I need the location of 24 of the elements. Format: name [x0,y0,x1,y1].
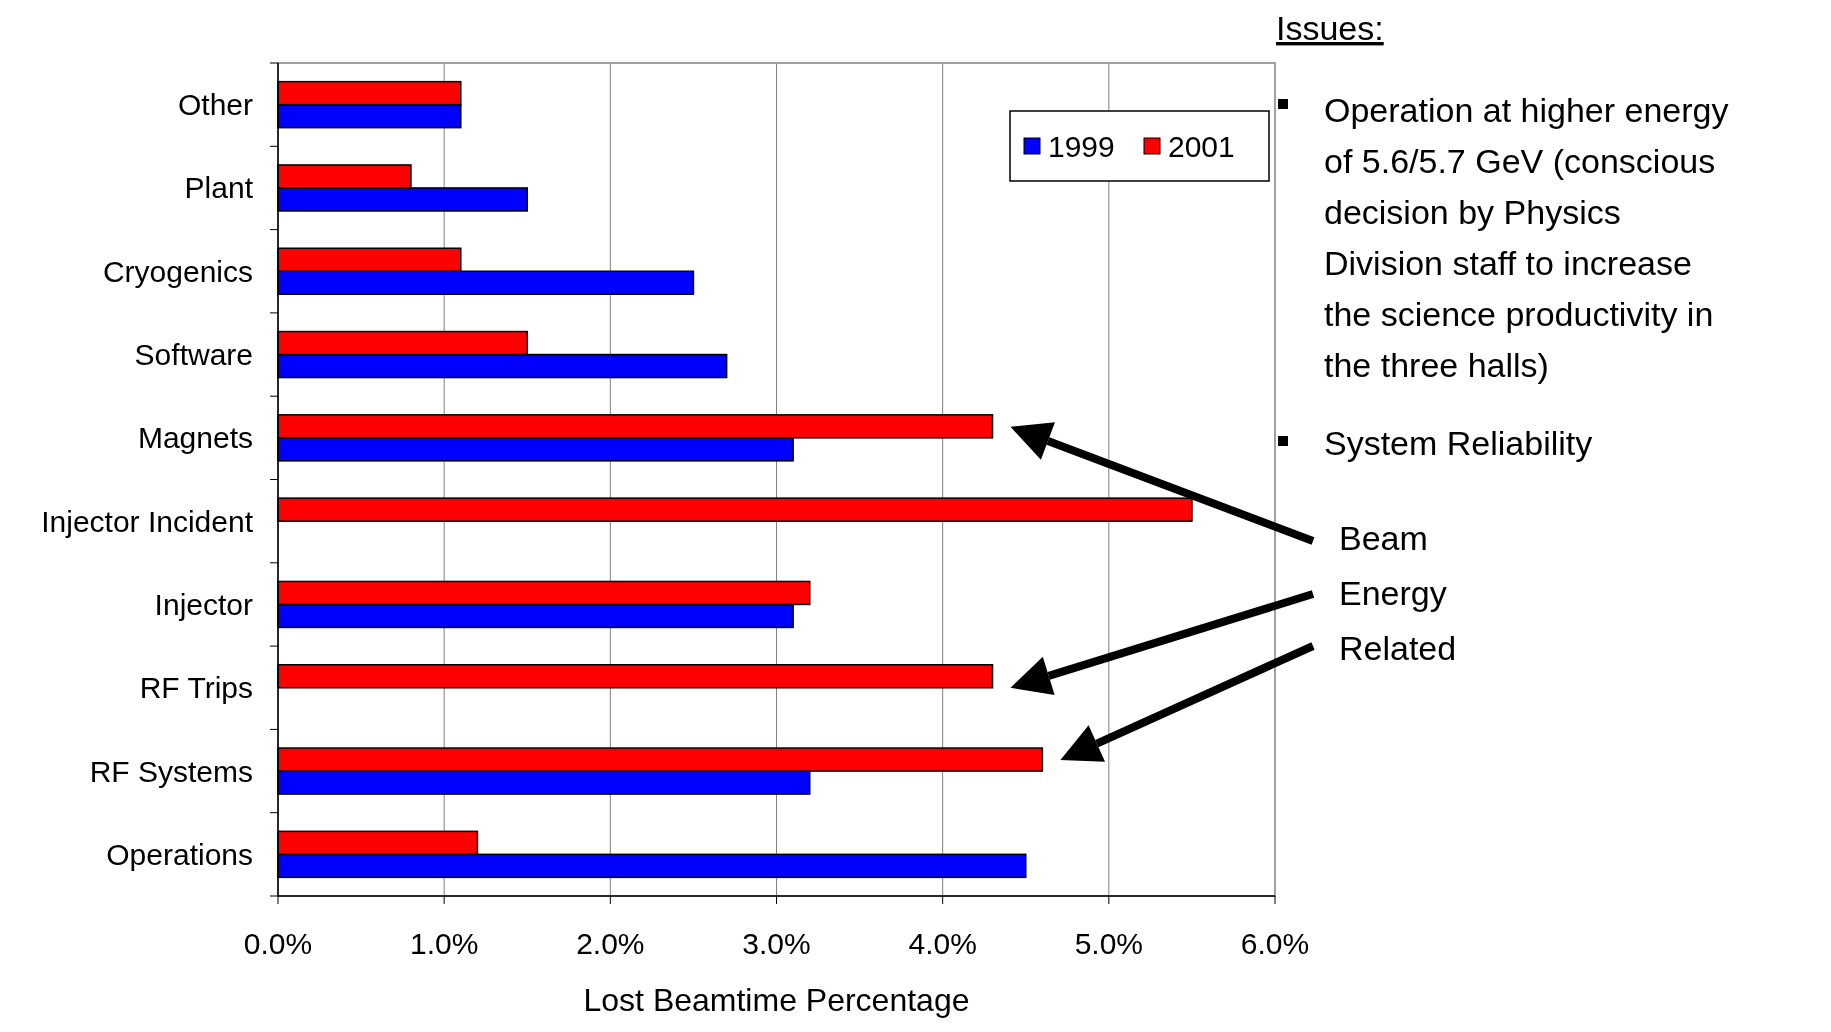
text: Beam Energy Related [1339,519,1457,667]
y-tick-label: Plant [184,171,254,205]
legend-label: 1999 [1048,129,1115,163]
text: System Reliability [1324,424,1593,462]
x-tick-label: 6.0% [1240,927,1310,960]
x-tick-label: 5.0% [1074,927,1144,960]
x-axis-title: Lost Beamtime Percentage [583,982,970,1018]
x-tick-label: 2.0% [576,927,645,960]
x-tick-label: 1.0% [409,927,479,960]
y-tick-label: Cryogenics [102,254,253,288]
text: Issues: [1276,9,1384,47]
legend-label: 2001 [1168,129,1235,163]
y-tick-label: Injector Incident [41,504,254,538]
y-tick-label: Software [134,338,253,372]
y-tick-label: Injector [154,587,253,621]
y-tick-label: Operations [106,837,253,871]
y-tick-label: Other [177,88,254,122]
y-tick-label: Magnets [137,421,253,455]
y-tick-label: RF Trips [139,671,253,705]
x-tick-label: 3.0% [742,927,811,960]
x-tick-label: 4.0% [908,927,977,960]
x-tick-label: 0.0% [243,927,313,960]
text: Operation at higher energy of 5.6/5.7 GeV (conscious decision by Physics Division staff to increase the science productivity in the three halls) [1324,91,1729,384]
y-tick-label: RF Systems [89,754,253,788]
